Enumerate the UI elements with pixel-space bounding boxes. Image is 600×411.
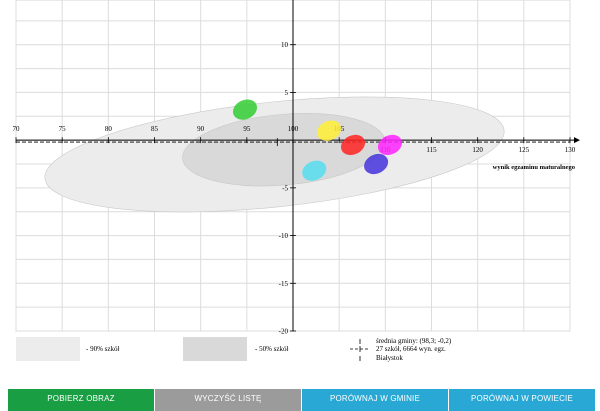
- x-tick-label: 125: [519, 146, 530, 154]
- x-tick-label: 75: [59, 125, 67, 133]
- legend-swatch-90: [16, 337, 80, 361]
- x-tick-label: 115: [426, 146, 437, 154]
- school-point: [316, 120, 342, 141]
- legend-schools-text: 27 szkół, 6664 wyn. egz.: [376, 345, 446, 353]
- school-point: [364, 153, 389, 175]
- x-tick-label: 120: [472, 146, 483, 154]
- x-tick-label: 130: [565, 146, 576, 154]
- compare-in-county-button[interactable]: PORÓWNAJ W POWIECIE: [449, 389, 595, 411]
- download-image-button[interactable]: POBIERZ OBRAZ: [8, 389, 154, 411]
- legend-mean-markers: [350, 339, 370, 361]
- legend-label-50: - 50% szkół: [255, 345, 289, 353]
- legend-mean-text: średnia gminy: (98,3; -0,2): [376, 337, 452, 345]
- school-point: [340, 134, 366, 156]
- y-tick-label: -15: [279, 280, 289, 288]
- school-point: [377, 134, 402, 156]
- y-tick-label: 10: [281, 41, 289, 49]
- x-tick-label: 90: [197, 125, 205, 133]
- x-tick-label: 95: [243, 125, 251, 133]
- y-tick-label: -5: [282, 184, 288, 192]
- school-point: [232, 99, 258, 120]
- regions: [44, 96, 505, 213]
- school-point: [302, 160, 327, 181]
- x-tick-label: 85: [151, 125, 159, 133]
- compare-in-municipality-button[interactable]: PORÓWNAJ W GMINIE: [302, 389, 448, 411]
- x-axis-arrow: [574, 137, 580, 144]
- clear-list-button[interactable]: WYCZYŚĆ LISTĘ: [155, 389, 301, 411]
- legend-city-text: Białystok: [376, 354, 403, 362]
- x-tick-label: 100: [288, 125, 299, 133]
- x-axis-label: wynik egzaminu maturalnego: [493, 164, 575, 171]
- scatter-chart: 707580859095100105110115120125130-20-15-…: [13, 0, 580, 336]
- x-tick-label: 70: [13, 125, 21, 133]
- legend-swatch-50: [183, 337, 247, 361]
- x-tick-label: 80: [105, 125, 113, 133]
- y-tick-label: 5: [285, 89, 289, 97]
- legend-label-90: - 90% szkół: [86, 345, 120, 353]
- y-tick-label: -20: [279, 328, 289, 336]
- y-tick-label: 15: [281, 0, 289, 2]
- y-tick-label: -10: [279, 232, 289, 240]
- points: [232, 99, 402, 181]
